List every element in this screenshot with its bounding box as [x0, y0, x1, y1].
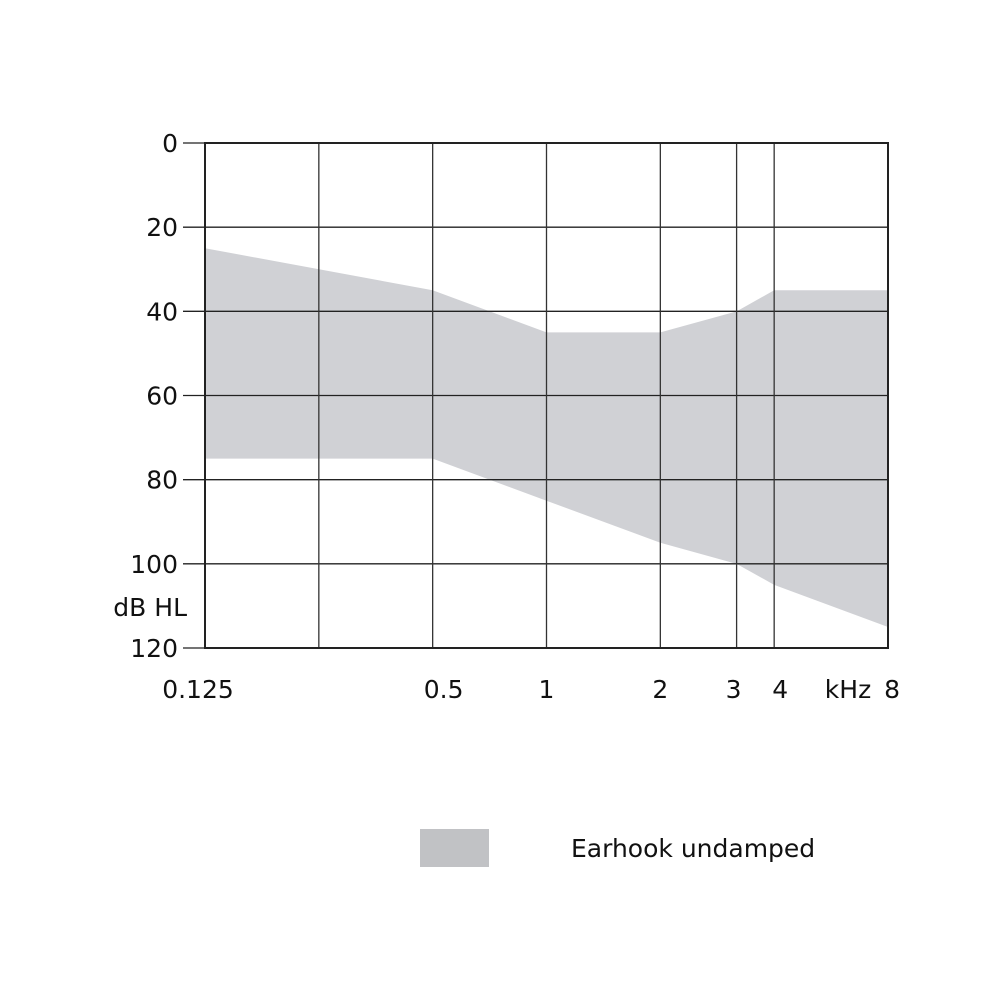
y-tick-label: 100 — [130, 550, 178, 579]
legend-label: Earhook undamped — [571, 834, 815, 863]
y-tick-label: 0 — [162, 129, 178, 158]
x-tick-label: 0.5 — [424, 675, 464, 704]
plot-frame — [204, 142, 889, 649]
x-axis-label: kHz — [825, 675, 871, 704]
y-tick-label: 120 — [130, 634, 178, 663]
x-tick-label: 1 — [539, 675, 555, 704]
x-tick-label: 0.125 — [162, 675, 234, 704]
y-tick-label: 80 — [146, 466, 178, 495]
y-tick-label: 60 — [146, 382, 178, 411]
y-tick-label: 40 — [146, 297, 178, 326]
x-tick-label: 4 — [772, 675, 788, 704]
x-tick-label: 8 — [884, 675, 900, 704]
y-tick-label: 20 — [146, 213, 178, 242]
x-tick-label: 3 — [726, 675, 742, 704]
legend-swatch — [420, 829, 489, 867]
x-tick-label: 2 — [652, 675, 668, 704]
y-axis-label: dB HL — [113, 593, 187, 622]
